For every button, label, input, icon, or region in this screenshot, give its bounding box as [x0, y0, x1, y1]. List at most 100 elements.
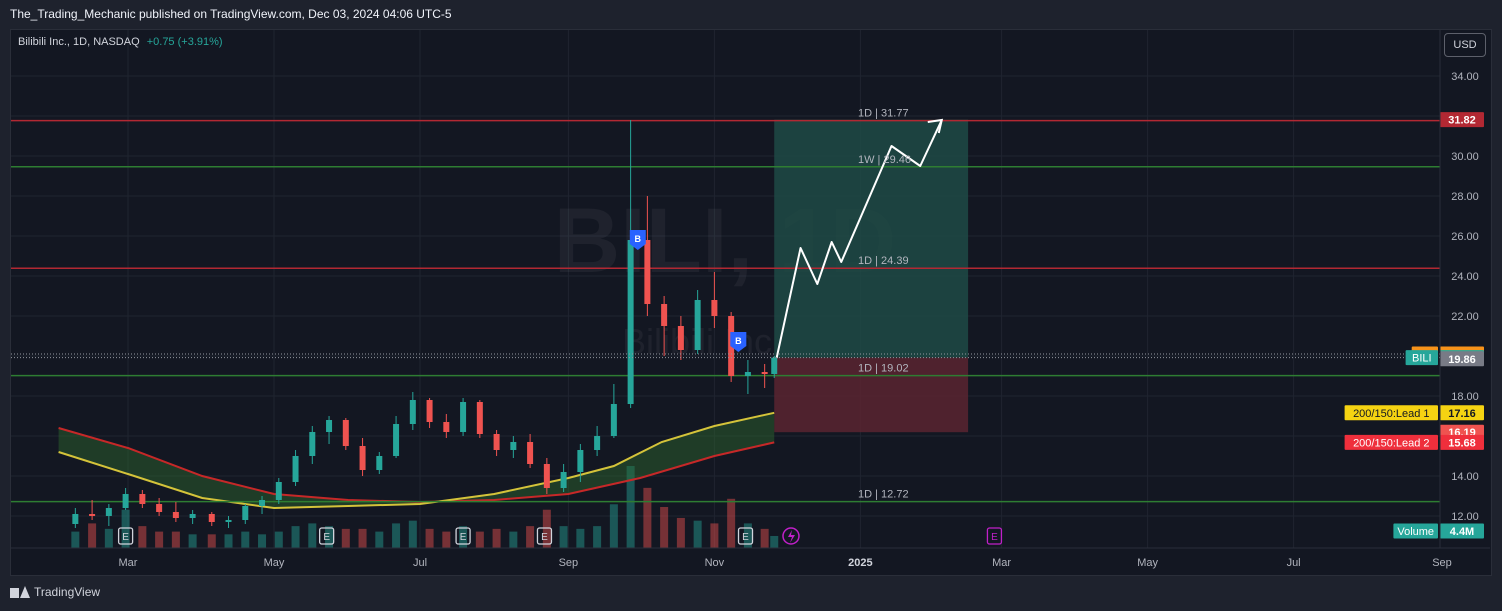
candle-body: [309, 432, 316, 456]
candle-body: [627, 240, 634, 404]
candle-body: [139, 494, 146, 504]
volume-bar: [325, 526, 334, 548]
price-label-tag: BILI: [1412, 353, 1432, 365]
volume-bar: [358, 528, 367, 548]
signal-marker-shape: [629, 230, 646, 250]
candle-body: [694, 300, 701, 350]
symbol-title: Bilibili Inc., 1D, NASDAQ: [18, 36, 140, 48]
earnings-marker-box: [986, 527, 1003, 545]
tradingview-brand: TradingView: [34, 585, 101, 599]
candle-body: [443, 422, 450, 432]
candle-body: [225, 520, 232, 522]
horizontal-level-label: 1D | 24.39: [858, 255, 909, 267]
earnings-marker-label: E: [991, 532, 998, 543]
volume-bar: [576, 528, 585, 548]
volume-bar: [676, 517, 685, 548]
volume-bar: [104, 528, 113, 548]
candle-body: [359, 446, 366, 470]
ma-lead1-line: [58, 411, 775, 510]
volume-bar: [138, 526, 147, 548]
candle-body: [644, 240, 651, 304]
price-label-box: [1440, 434, 1484, 450]
volume-bar: [155, 531, 164, 548]
volume-bar: [626, 466, 635, 548]
tradingview-footer: TradingView: [10, 585, 100, 599]
volume-bar: [258, 534, 267, 548]
volume-bar: [241, 531, 250, 548]
volume-bar: [593, 526, 602, 548]
candle-body: [409, 400, 416, 424]
earnings-marker-label: E: [541, 532, 548, 543]
candle-body: [543, 464, 550, 488]
candle-body: [761, 372, 768, 374]
volume-bar: [492, 528, 501, 548]
candle-body: [426, 400, 433, 422]
tradingview-logo-icon: [10, 585, 30, 599]
y-tick-label: 34.00: [1451, 71, 1479, 83]
volume-bar: [408, 520, 417, 548]
candle-body: [292, 456, 299, 482]
volume-bar: [341, 528, 350, 548]
volume-bar: [643, 487, 652, 548]
earnings-marker-box: [536, 527, 553, 545]
target-zone: [774, 119, 969, 358]
candle-body: [460, 402, 467, 432]
projection-path: [775, 119, 943, 359]
candle-body: [744, 372, 751, 376]
candle-body: [560, 472, 567, 488]
signal-marker-label: B: [635, 234, 642, 244]
price-label-value: 19.86: [1448, 354, 1476, 366]
earnings-marker-box: [319, 527, 335, 545]
volume-bar: [291, 526, 300, 548]
volume-bar: [171, 531, 180, 548]
signal-marker-shape: [730, 332, 747, 352]
y-tick-label: 30.00: [1451, 151, 1479, 163]
volume-bar: [727, 498, 736, 548]
currency-button[interactable]: USD: [1444, 33, 1486, 57]
price-label-value: 17.16: [1448, 408, 1476, 420]
candle-body: [661, 304, 668, 326]
ma-cloud: [58, 412, 775, 508]
volume-bar: [224, 534, 233, 548]
candle-body: [326, 420, 333, 432]
volume-bar: [88, 523, 97, 548]
volume-bar: [425, 528, 434, 548]
volume-bar: [770, 535, 779, 548]
candle-body: [89, 514, 96, 516]
volume-bar: [693, 520, 702, 548]
price-label-tag: 200/150:Lead 1: [1353, 408, 1429, 420]
earnings-marker-label: E: [323, 532, 330, 543]
earnings-marker-box: [737, 527, 754, 545]
candle-body: [610, 404, 617, 436]
price-label-tag-box: [1393, 523, 1438, 539]
lightning-icon: [782, 527, 800, 545]
price-change: +0.75 (+3.91%): [146, 36, 223, 48]
candle-body: [510, 442, 517, 450]
price-label-tag: Volume: [1397, 526, 1434, 538]
price-label-value: 15.68: [1448, 437, 1476, 449]
volume-bar: [71, 531, 80, 548]
price-label-tag-box: [1344, 405, 1438, 421]
volume-bar: [710, 523, 719, 548]
volume-bar: [542, 509, 551, 548]
x-tick-label: Jul: [1287, 557, 1301, 569]
price-label-value: 4.4M: [1450, 526, 1474, 538]
x-tick-label: Sep: [559, 557, 579, 569]
x-tick-label: Nov: [705, 557, 725, 569]
price-label-box: [1440, 351, 1484, 367]
volume-bar: [743, 523, 752, 548]
symbol-legend: Bilibili Inc., 1D, NASDAQ +0.75 (+3.91%): [18, 36, 223, 48]
earnings-marker-box: [117, 527, 134, 545]
price-label-tag-box: [1344, 434, 1438, 450]
earnings-marker-label: E: [460, 532, 467, 543]
candle-body: [156, 504, 163, 512]
x-tick-label: May: [1137, 557, 1158, 569]
volume-bar: [609, 504, 618, 548]
candle-body: [105, 508, 112, 516]
candle-body: [189, 514, 196, 518]
candle-body: [393, 424, 400, 456]
y-tick-label: 12.00: [1451, 511, 1479, 523]
candle-body: [677, 326, 684, 350]
